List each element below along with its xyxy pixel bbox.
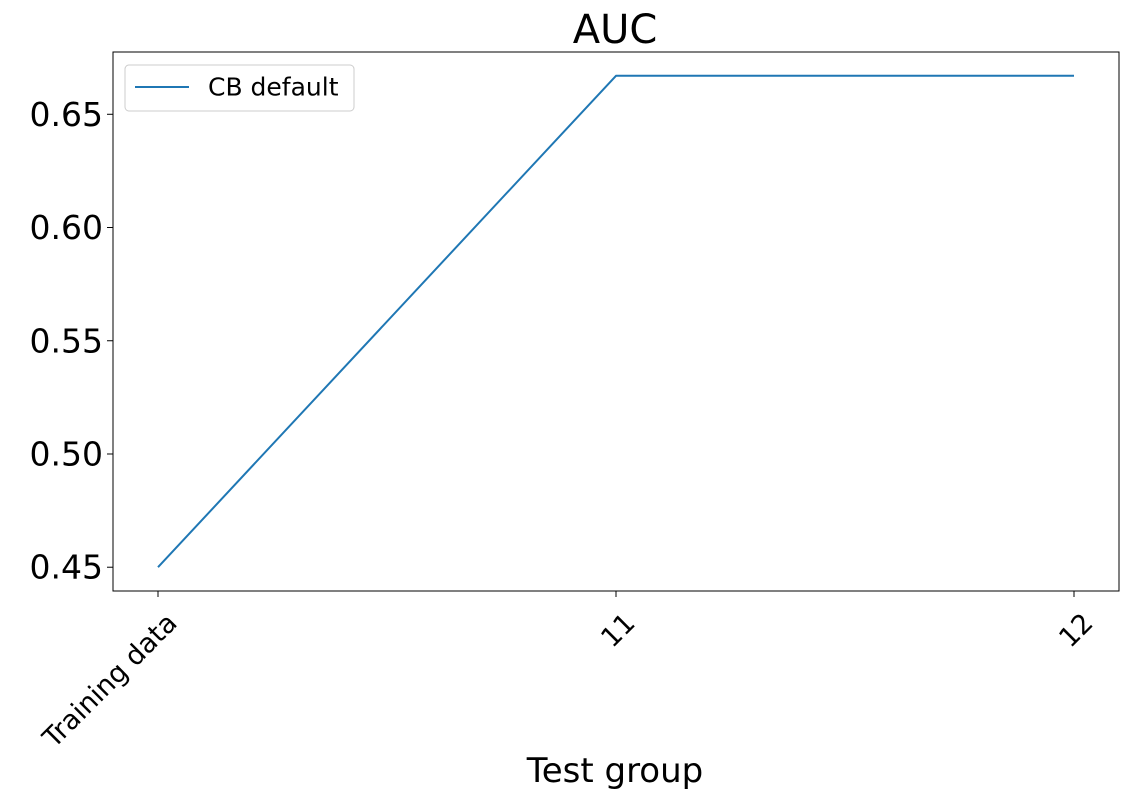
x-tick-label: 12 xyxy=(1053,608,1099,654)
y-tick-label: 0.45 xyxy=(30,548,103,587)
legend: CB default xyxy=(124,64,355,112)
x-tick-label: 11 xyxy=(595,608,641,654)
plot-frame xyxy=(112,51,1120,592)
y-tick-label: 0.65 xyxy=(30,95,103,134)
y-tick-label: 0.60 xyxy=(30,208,103,247)
x-tick-label: Training data xyxy=(36,608,183,755)
legend-box xyxy=(124,64,355,112)
plot-area: 0.45 0.50 0.55 0.60 0.65 Training data 11 12 CB … xyxy=(30,51,1120,755)
legend-label: CB default xyxy=(208,73,339,102)
x-axis-label: Test group xyxy=(526,751,704,791)
series-line-0 xyxy=(157,74,1074,568)
chart-title: AUC xyxy=(573,7,658,53)
y-tick-label: 0.55 xyxy=(30,321,103,360)
y-tick-label: 0.50 xyxy=(30,434,103,473)
